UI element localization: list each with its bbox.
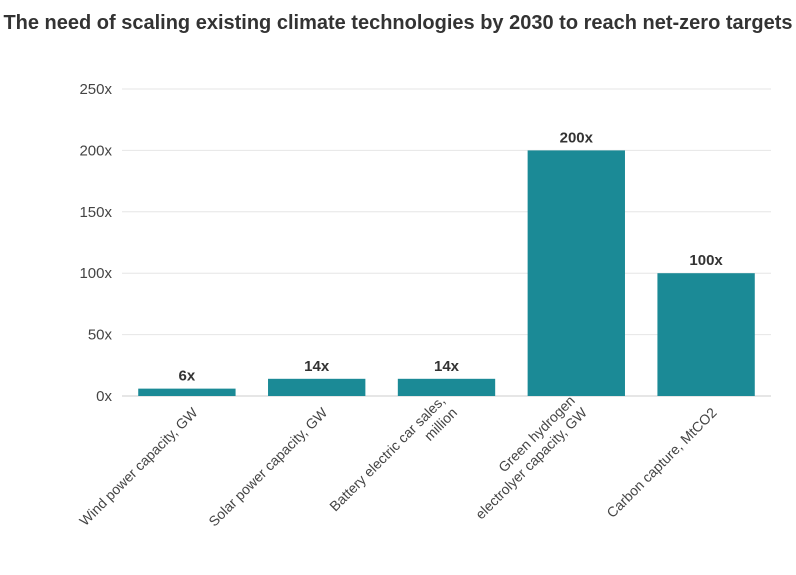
y-tick-label: 0x (96, 388, 112, 405)
bar-data-label: 100x (689, 252, 723, 269)
bar-data-label: 14x (304, 358, 330, 375)
x-category-label-line: Carbon capture, MtCO2 (603, 404, 720, 521)
bars (138, 150, 755, 396)
y-axis: 0x 50x 100x 150x 200x 250x (79, 81, 112, 405)
bar-data-label: 14x (434, 358, 460, 375)
x-category-label-line: Battery electric car sales, (326, 392, 448, 514)
x-category-label-line: Solar power capacity, GW (205, 404, 331, 530)
bar (657, 273, 755, 396)
y-tick-label: 50x (88, 327, 113, 344)
x-category-label: Wind power capacity, GW (76, 404, 201, 529)
chart-title: The need of scaling existing climate tec… (3, 12, 793, 34)
x-category-label-line: electrolyer capacity, GW (472, 404, 590, 522)
bar (138, 388, 236, 396)
bar-data-label: 6x (179, 368, 196, 385)
x-category-label: Battery electric car sales,million (326, 392, 460, 514)
y-tick-label: 200x (79, 142, 112, 159)
x-category-label: Solar power capacity, GW (205, 404, 331, 530)
y-tick-label: 100x (79, 265, 112, 282)
bar (397, 378, 496, 396)
x-category-label-line: Wind power capacity, GW (76, 404, 201, 529)
bar (268, 378, 366, 396)
bar (527, 150, 625, 396)
x-axis-categories: Wind power capacity, GW Solar power capac… (76, 392, 720, 530)
y-tick-label: 250x (79, 81, 112, 98)
x-category-label: Carbon capture, MtCO2 (603, 404, 720, 521)
data-labels: 6x 14x 14x 200x 100x (179, 129, 724, 384)
bar-data-label: 200x (560, 129, 594, 146)
y-tick-label: 150x (79, 204, 112, 221)
